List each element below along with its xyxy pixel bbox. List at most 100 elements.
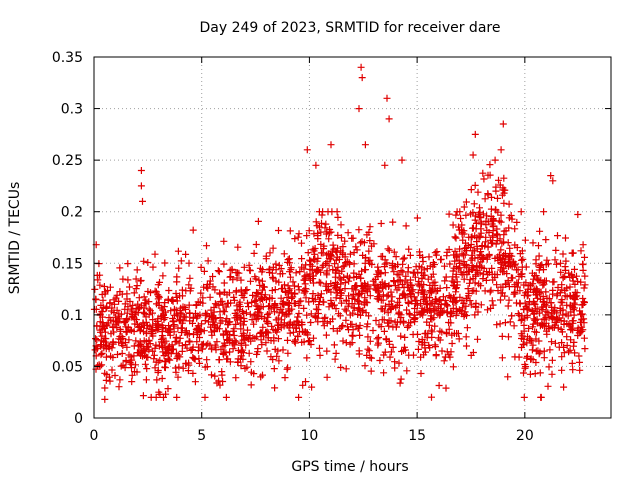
data-point — [445, 319, 453, 326]
data-point — [291, 282, 298, 290]
data-point — [274, 314, 282, 322]
data-point — [561, 292, 569, 300]
data-point — [531, 288, 539, 296]
data-point — [374, 287, 382, 295]
data-point — [287, 273, 294, 281]
data-point — [454, 330, 462, 337]
data-point — [428, 393, 435, 401]
data-point — [317, 279, 325, 287]
data-point — [239, 349, 247, 357]
data-point — [132, 285, 140, 293]
data-point — [286, 329, 294, 337]
data-point — [135, 342, 143, 350]
data-point — [94, 362, 101, 370]
data-point — [231, 296, 238, 304]
data-point — [289, 278, 297, 286]
data-point — [450, 278, 458, 286]
data-point — [445, 210, 453, 218]
data-point — [494, 287, 502, 295]
data-point — [491, 206, 499, 214]
data-point — [183, 344, 191, 352]
data-point — [269, 244, 277, 252]
data-point — [567, 336, 575, 344]
data-point — [438, 308, 446, 316]
data-point — [328, 247, 336, 255]
data-point — [558, 366, 566, 374]
y-axis-ticks: 0 0.05 0.1 0.15 0.2 0.25 0.3 0.35 — [52, 50, 611, 427]
data-point — [210, 316, 218, 324]
data-point — [381, 281, 388, 289]
data-point — [96, 281, 104, 289]
data-point — [98, 349, 106, 357]
data-point — [460, 312, 468, 320]
data-point — [354, 292, 362, 300]
data-point — [246, 267, 254, 275]
data-point — [196, 334, 203, 341]
data-point — [280, 319, 288, 327]
data-point — [560, 349, 568, 357]
data-point — [339, 251, 347, 259]
data-point — [170, 311, 178, 319]
data-point — [513, 266, 520, 274]
data-point — [486, 236, 494, 244]
data-point — [310, 334, 317, 342]
data-point — [479, 169, 487, 177]
data-point — [460, 251, 467, 259]
data-point — [443, 330, 451, 338]
data-point — [154, 281, 162, 289]
data-point — [377, 253, 385, 260]
data-point — [361, 266, 369, 274]
data-point — [137, 348, 145, 356]
data-point — [306, 337, 314, 345]
data-point — [324, 208, 332, 216]
data-point — [498, 260, 506, 268]
data-point — [300, 338, 308, 346]
data-point — [208, 345, 216, 353]
data-point — [253, 333, 261, 341]
data-point — [309, 275, 317, 283]
data-point — [234, 243, 242, 251]
data-point — [395, 359, 403, 367]
data-point — [113, 317, 121, 325]
data-point — [565, 348, 573, 356]
data-point — [302, 329, 310, 337]
data-point — [196, 298, 204, 306]
data-point — [125, 336, 133, 344]
data-point — [210, 328, 218, 336]
data-point — [543, 327, 550, 335]
data-point — [510, 322, 518, 330]
data-point — [510, 290, 518, 298]
data-point — [535, 289, 543, 297]
x-axis-ticks: 0 5 10 15 20 — [90, 57, 534, 444]
data-point — [389, 218, 397, 226]
data-point — [462, 198, 470, 206]
data-point — [451, 247, 459, 255]
data-point — [462, 262, 470, 270]
data-point — [303, 311, 311, 319]
data-point — [443, 248, 451, 256]
data-point — [566, 273, 574, 281]
data-point — [254, 308, 262, 316]
data-point — [361, 362, 369, 370]
data-point — [558, 353, 566, 361]
data-point — [170, 322, 177, 330]
data-point — [323, 287, 331, 295]
data-point — [408, 297, 416, 305]
data-point — [314, 310, 322, 317]
data-point — [215, 268, 223, 276]
data-point — [102, 342, 110, 349]
data-point — [303, 354, 311, 362]
data-point — [366, 223, 374, 231]
data-point — [331, 260, 339, 268]
data-point — [378, 316, 386, 324]
data-point — [280, 300, 288, 308]
data-point — [557, 317, 565, 325]
data-point — [314, 291, 322, 299]
data-point — [524, 306, 532, 313]
x-tick-label: 5 — [197, 428, 206, 444]
data-point — [193, 338, 201, 346]
data-point — [450, 294, 458, 302]
data-point — [518, 335, 525, 342]
data-point — [424, 307, 431, 315]
